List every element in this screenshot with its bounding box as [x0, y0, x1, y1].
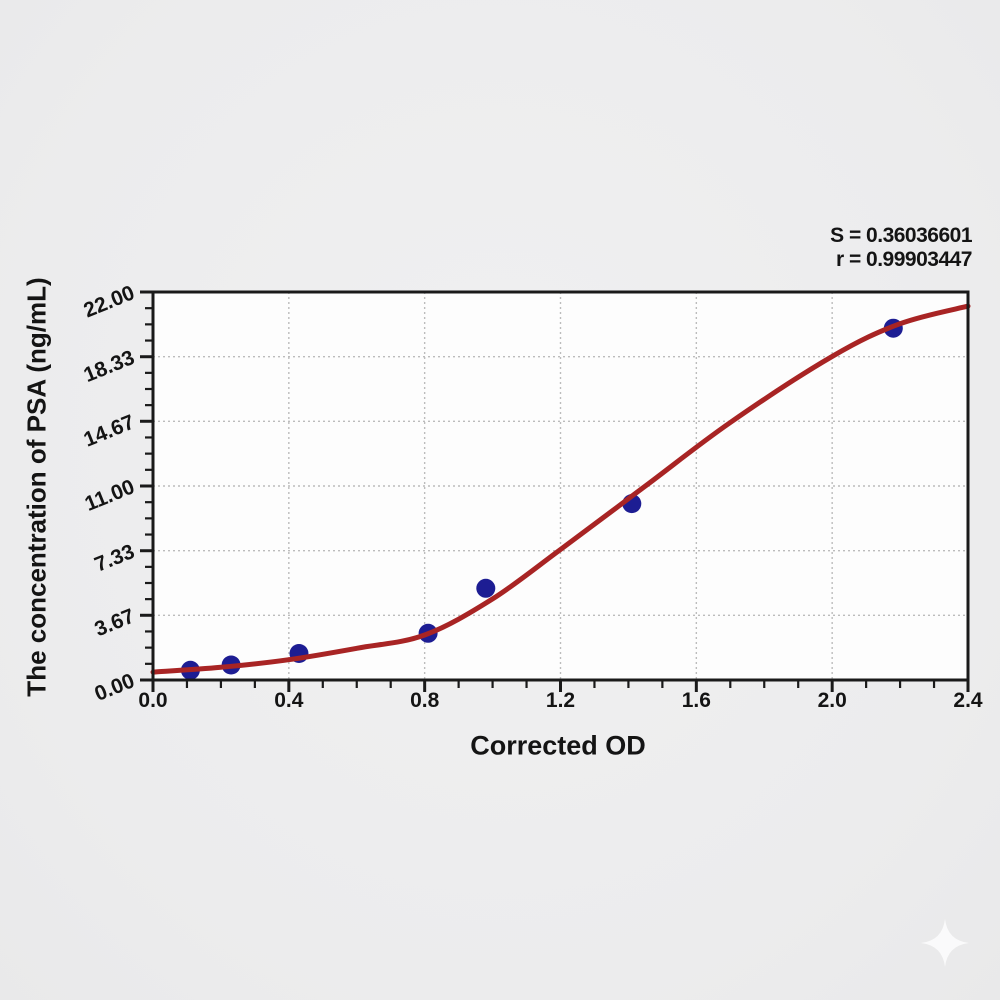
y-tick-label: 7.33	[91, 540, 138, 577]
x-axis-title: Corrected OD	[470, 730, 646, 761]
stat-r-value: r = 0.99903447	[835, 248, 973, 271]
sparkle-watermark-icon	[921, 919, 969, 967]
y-tick-label: 11.00	[82, 475, 138, 516]
x-tick-label: 1.6	[682, 689, 711, 712]
y-tick-label: 3.67	[91, 605, 138, 642]
x-tick-label: 0.0	[138, 689, 167, 712]
y-tick-label: 22.00	[81, 281, 138, 322]
x-tick-label: 1.2	[546, 689, 575, 712]
fit-curve-line	[150, 303, 971, 675]
x-tick-label: 0.4	[274, 689, 304, 712]
y-tick-label: 0.00	[91, 669, 138, 706]
data-point	[476, 578, 496, 598]
y-tick-label: 14.67	[81, 411, 138, 452]
stat-s-value: S = 0.36036601	[830, 224, 972, 247]
x-tick-label: 2.0	[818, 689, 847, 712]
x-tick-label: 0.8	[410, 689, 440, 712]
fit-statistics: S = 0.36036601 r = 0.99903447	[830, 224, 972, 272]
x-tick-label: 2.4	[953, 689, 983, 712]
y-tick-label: 18.33	[81, 346, 138, 387]
